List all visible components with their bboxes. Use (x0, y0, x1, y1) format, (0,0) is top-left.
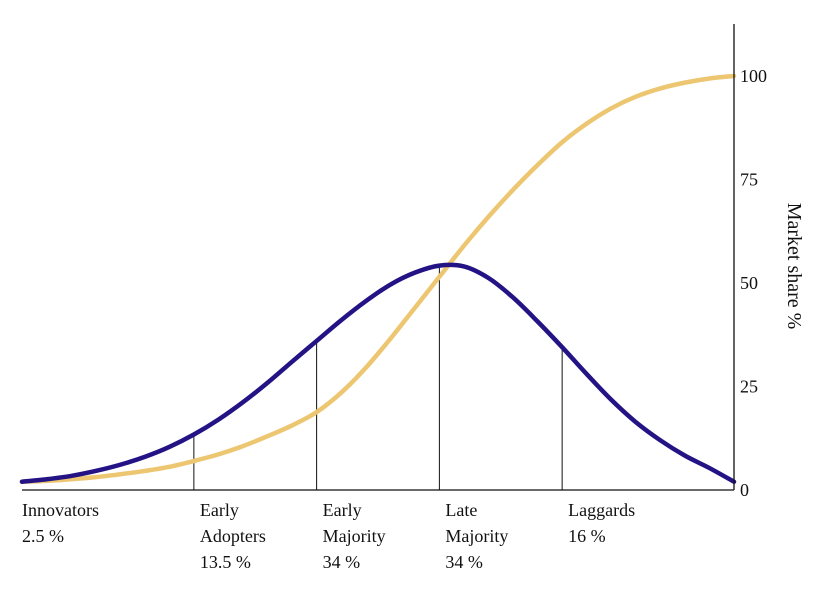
y-tick-label: 75 (740, 170, 758, 190)
adoption-bell-line (19, 262, 737, 484)
category-labels: Innovators 2.5 % Early Adopters 13.5 % Early M… (22, 500, 635, 572)
category-name: Majority (445, 526, 508, 546)
y-tick-label: 25 (740, 377, 758, 397)
boundary-lines (193, 265, 563, 490)
y-tick-label: 50 (740, 273, 758, 293)
category-name: Adopters (200, 526, 266, 546)
y-axis-title: Market share % (783, 203, 805, 330)
category-label: Early Adopters 13.5 % (200, 500, 266, 572)
y-tick-label: 0 (740, 480, 749, 500)
series-layer (19, 73, 737, 484)
axes (22, 24, 735, 491)
category-name: Early (200, 500, 239, 520)
category-share: 2.5 % (22, 526, 64, 546)
category-label: Innovators 2.5 % (22, 500, 99, 546)
category-name: Majority (323, 526, 386, 546)
category-name: Early (323, 500, 362, 520)
market-share-s-curve-line (19, 73, 737, 484)
y-ticks: 0 25 50 75 100 (740, 66, 767, 500)
category-label: Laggards 16 % (568, 500, 635, 546)
category-name: Laggards (568, 500, 635, 520)
category-label: Early Majority 34 % (323, 500, 386, 572)
category-name: Late (445, 500, 477, 520)
category-name: Innovators (22, 500, 99, 520)
category-share: 16 % (568, 526, 606, 546)
category-label: Late Majority 34 % (445, 500, 508, 572)
category-share: 34 % (445, 552, 483, 572)
category-share: 13.5 % (200, 552, 251, 572)
category-share: 34 % (323, 552, 361, 572)
y-tick-label: 100 (740, 66, 767, 86)
